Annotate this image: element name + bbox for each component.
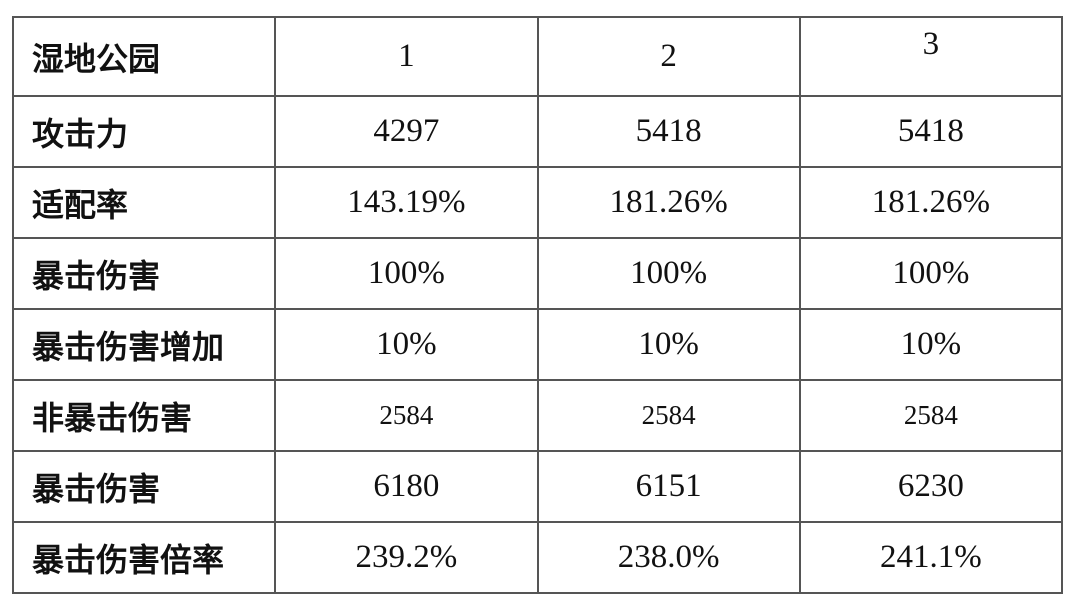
- table-cell: 239.2%: [274, 521, 539, 594]
- table-cell: 100%: [798, 237, 1064, 310]
- row-label: 非暴击伤害: [11, 379, 277, 452]
- table-row: 暴击伤害 6180 6151 6230: [11, 450, 1064, 523]
- row-label: 适配率: [11, 166, 277, 239]
- table-cell: 10%: [798, 308, 1064, 381]
- table-cell: 6180: [274, 450, 539, 523]
- table-row: 暴击伤害倍率 239.2% 238.0% 241.1%: [11, 521, 1064, 594]
- data-table: 湿地公园 1 2 3 攻击力 4297 5418 5418 适配率 143.19% 181.…: [11, 16, 1064, 594]
- header-label: 湿地公园: [11, 16, 277, 97]
- table-cell: 6151: [536, 450, 801, 523]
- header-col-1: 1: [274, 16, 539, 97]
- header-col-2: 2: [536, 16, 801, 97]
- row-label: 暴击伤害: [11, 237, 277, 310]
- table-cell: 181.26%: [798, 166, 1064, 239]
- table-cell: 5418: [536, 95, 801, 168]
- table-cell: 2584: [536, 379, 801, 452]
- table-cell: 10%: [274, 308, 539, 381]
- table-row: 非暴击伤害 2584 2584 2584: [11, 379, 1064, 452]
- table-row: 暴击伤害 100% 100% 100%: [11, 237, 1064, 310]
- table-row: 适配率 143.19% 181.26% 181.26%: [11, 166, 1064, 239]
- table-cell: 100%: [274, 237, 539, 310]
- table-cell: 2584: [274, 379, 539, 452]
- table-cell: 100%: [536, 237, 801, 310]
- table-cell: 181.26%: [536, 166, 801, 239]
- row-label: 暴击伤害倍率: [11, 521, 277, 594]
- header-col-3: 3: [798, 16, 1064, 97]
- table-cell: 10%: [536, 308, 801, 381]
- row-label: 暴击伤害: [11, 450, 277, 523]
- table-header-row: 湿地公园 1 2 3: [11, 16, 1064, 97]
- row-label: 攻击力: [11, 95, 277, 168]
- table-row: 攻击力 4297 5418 5418: [11, 95, 1064, 168]
- row-label: 暴击伤害增加: [11, 308, 277, 381]
- table-cell: 238.0%: [536, 521, 801, 594]
- table-cell: 6230: [798, 450, 1064, 523]
- table-cell: 4297: [274, 95, 539, 168]
- table-cell: 143.19%: [274, 166, 539, 239]
- table-cell: 5418: [798, 95, 1064, 168]
- table-cell: 2584: [798, 379, 1064, 452]
- table-row: 暴击伤害增加 10% 10% 10%: [11, 308, 1064, 381]
- table-cell: 241.1%: [798, 521, 1064, 594]
